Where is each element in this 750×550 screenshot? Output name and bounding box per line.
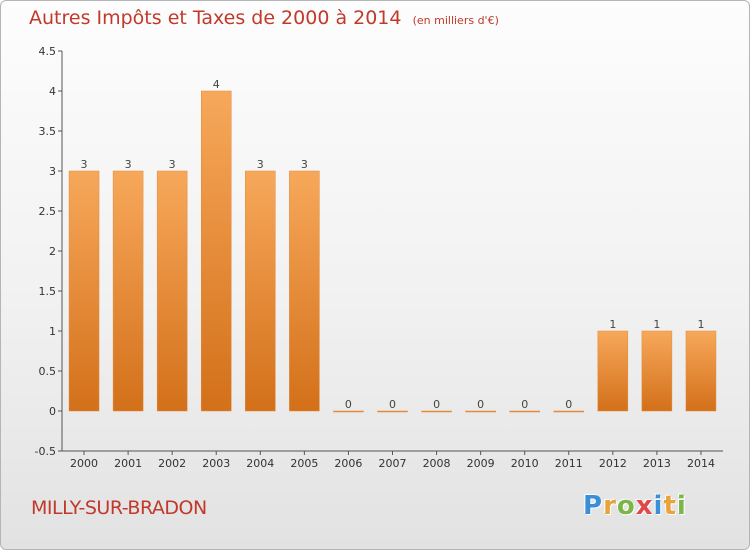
x-tick-label: 2004: [246, 457, 274, 470]
data-label: 1: [653, 318, 660, 331]
x-tick-label: 2012: [599, 457, 627, 470]
y-tick-label: 2.5: [39, 205, 57, 218]
y-tick-label: 0.5: [39, 365, 57, 378]
y-tick-label: 4.5: [39, 45, 57, 58]
logo-letter: P: [583, 491, 604, 521]
data-label: 4: [213, 78, 220, 91]
bar: [421, 410, 452, 413]
data-label: 3: [81, 158, 88, 171]
bar: [377, 410, 408, 413]
x-tick-label: 2007: [379, 457, 407, 470]
x-tick-label: 2006: [334, 457, 362, 470]
data-label: 1: [697, 318, 704, 331]
data-label: 3: [257, 158, 264, 171]
commune-name: MILLY-SUR-BRADON: [31, 497, 207, 519]
chart-title: Autres Impôts et Taxes de 2000 à 2014: [29, 7, 402, 29]
bar: [685, 330, 717, 412]
data-label: 3: [169, 158, 176, 171]
x-tick-label: 2014: [687, 457, 715, 470]
bar: [200, 90, 232, 412]
proxiti-logo: Proxiti: [583, 491, 687, 521]
y-tick-label: 3.5: [39, 125, 57, 138]
x-tick-label: 2013: [643, 457, 671, 470]
bar: [68, 170, 100, 412]
x-tick-label: 2001: [114, 457, 142, 470]
logo-letter: o: [616, 491, 636, 521]
x-tick-label: 2000: [70, 457, 98, 470]
bar: [156, 170, 188, 412]
bar: [509, 410, 540, 413]
logo-letter: i: [653, 491, 664, 521]
logo-letter: x: [635, 491, 654, 521]
y-tick-label: -0.5: [35, 445, 56, 458]
chart-axes: -0.5 0 0.5 1 1.5 2 2.5 3 3.5 4 4.5 2000 2001 2002 2003…: [35, 45, 723, 470]
y-tick-label: 3: [49, 165, 56, 178]
data-label: 0: [345, 398, 352, 411]
data-label: 3: [301, 158, 308, 171]
data-label: 3: [125, 158, 132, 171]
x-tick-label: 2009: [467, 457, 495, 470]
x-tick-label: 2008: [423, 457, 451, 470]
bar: [641, 330, 673, 412]
bar: [289, 170, 320, 412]
data-label: 0: [433, 398, 440, 411]
logo-letter: i: [676, 491, 687, 521]
y-tick-label: 1.5: [39, 285, 57, 298]
x-tick-label: 2005: [290, 457, 318, 470]
logo-letter: r: [603, 491, 617, 521]
chart-title-block: Autres Impôts et Taxes de 2000 à 2014 (e…: [29, 7, 499, 29]
chart-bars: 3 3 3 4 3 3 0 0 0 0 0 0 1 1 1: [68, 78, 717, 413]
chart-unit: (en milliers d'€): [412, 14, 499, 27]
x-tick-label: 2011: [555, 457, 583, 470]
bar: [597, 330, 629, 412]
bar: [112, 170, 144, 412]
y-tick-label: 2: [49, 245, 56, 258]
x-tick-label: 2010: [511, 457, 539, 470]
bar: [333, 410, 364, 413]
bar: [245, 170, 276, 412]
y-tick-label: 1: [49, 325, 56, 338]
data-label: 1: [609, 318, 616, 331]
data-label: 0: [565, 398, 572, 411]
bar: [553, 410, 585, 413]
bar: [465, 410, 496, 413]
x-tick-label: 2002: [158, 457, 186, 470]
y-tick-label: 0: [49, 405, 56, 418]
data-label: 0: [389, 398, 396, 411]
x-tick-label: 2003: [202, 457, 230, 470]
logo-letter: t: [663, 491, 677, 521]
data-label: 0: [477, 398, 484, 411]
y-tick-label: 4: [49, 85, 56, 98]
data-label: 0: [521, 398, 528, 411]
